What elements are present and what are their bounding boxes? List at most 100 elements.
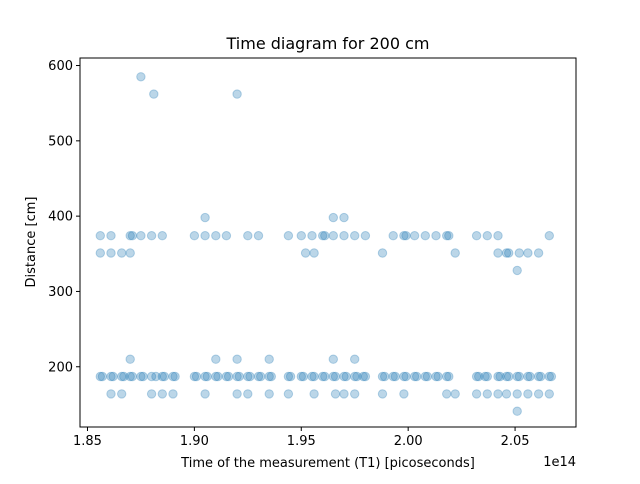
data-point — [136, 371, 146, 382]
data-point — [168, 371, 178, 382]
y-tick-label: 500 — [48, 134, 73, 149]
data-point — [136, 231, 146, 241]
data-point — [442, 371, 452, 382]
data-point — [200, 231, 210, 241]
data-point — [243, 389, 253, 399]
data-point — [401, 231, 411, 241]
data-point — [512, 389, 522, 399]
data-point — [146, 371, 157, 382]
data-point — [350, 354, 360, 364]
data-point — [232, 371, 242, 382]
data-point — [493, 248, 503, 258]
data-point — [189, 231, 200, 241]
y-axis-ticks: 200 300 400 500 600 — [48, 59, 80, 375]
data-point — [307, 231, 317, 241]
data-point — [512, 265, 522, 276]
data-point — [399, 231, 409, 241]
data-point — [525, 371, 535, 382]
data-point — [328, 371, 338, 382]
data-point — [536, 371, 546, 382]
data-point — [119, 371, 129, 382]
data-point — [504, 371, 514, 382]
data-point — [512, 406, 522, 416]
data-point — [149, 89, 159, 99]
data-point — [471, 371, 482, 382]
data-point — [401, 371, 411, 382]
data-point — [95, 248, 106, 258]
data-point — [514, 248, 524, 258]
data-point — [544, 389, 554, 399]
data-point — [360, 231, 371, 241]
data-point — [431, 231, 441, 241]
data-point — [264, 389, 274, 399]
data-point — [117, 389, 127, 399]
data-point — [358, 371, 368, 382]
data-point — [234, 371, 245, 382]
data-point — [309, 389, 319, 399]
data-point — [444, 231, 454, 241]
data-point — [341, 371, 351, 382]
data-points — [95, 72, 557, 416]
data-point — [514, 371, 524, 382]
data-point — [431, 371, 441, 382]
data-point — [125, 231, 135, 241]
data-point — [482, 231, 492, 241]
data-point — [377, 389, 388, 399]
data-point — [202, 371, 212, 382]
data-point — [211, 354, 221, 364]
data-point — [328, 212, 338, 223]
data-point — [232, 389, 242, 399]
data-point — [328, 231, 338, 241]
data-point — [320, 371, 330, 382]
data-point — [350, 371, 360, 382]
data-point — [328, 354, 338, 364]
data-point — [388, 231, 398, 241]
data-point — [399, 389, 409, 399]
data-point — [264, 354, 274, 364]
x-axis-label: Time of the measurement (T1) [picosecond… — [180, 456, 475, 471]
data-point — [200, 389, 210, 399]
data-point — [106, 389, 116, 399]
x-tick-label: 1.95 — [287, 434, 316, 449]
data-point — [138, 371, 148, 382]
data-point — [211, 231, 221, 241]
y-tick-label: 400 — [48, 210, 73, 225]
data-point — [221, 231, 232, 241]
data-point — [200, 212, 210, 223]
data-point — [501, 371, 512, 382]
data-point — [117, 248, 127, 258]
data-point — [533, 389, 544, 399]
data-point — [471, 389, 482, 399]
data-point — [95, 371, 106, 382]
data-point — [108, 371, 118, 382]
data-point — [106, 371, 116, 382]
data-point — [512, 371, 522, 382]
data-point — [189, 371, 200, 382]
data-point — [409, 371, 420, 382]
x-axis-offset-label: 1e14 — [543, 455, 576, 470]
data-point — [264, 371, 274, 382]
data-point — [296, 231, 306, 241]
data-point — [309, 371, 319, 382]
data-point — [390, 371, 400, 382]
data-point — [482, 389, 492, 399]
data-point — [117, 371, 127, 382]
data-point — [442, 389, 452, 399]
data-point — [388, 371, 398, 382]
data-point — [168, 389, 178, 399]
chart-title: Time diagram for 200 cm — [226, 34, 430, 53]
data-point — [285, 371, 296, 382]
data-point — [95, 231, 106, 241]
data-point — [360, 371, 371, 382]
data-point — [223, 371, 234, 382]
data-point — [296, 371, 306, 382]
data-point — [157, 371, 168, 382]
data-point — [450, 389, 460, 399]
data-point — [409, 231, 420, 241]
data-point — [320, 231, 330, 241]
x-tick-label: 1.85 — [73, 434, 102, 449]
data-point — [339, 389, 349, 399]
data-point — [157, 389, 168, 399]
data-point — [211, 371, 221, 382]
